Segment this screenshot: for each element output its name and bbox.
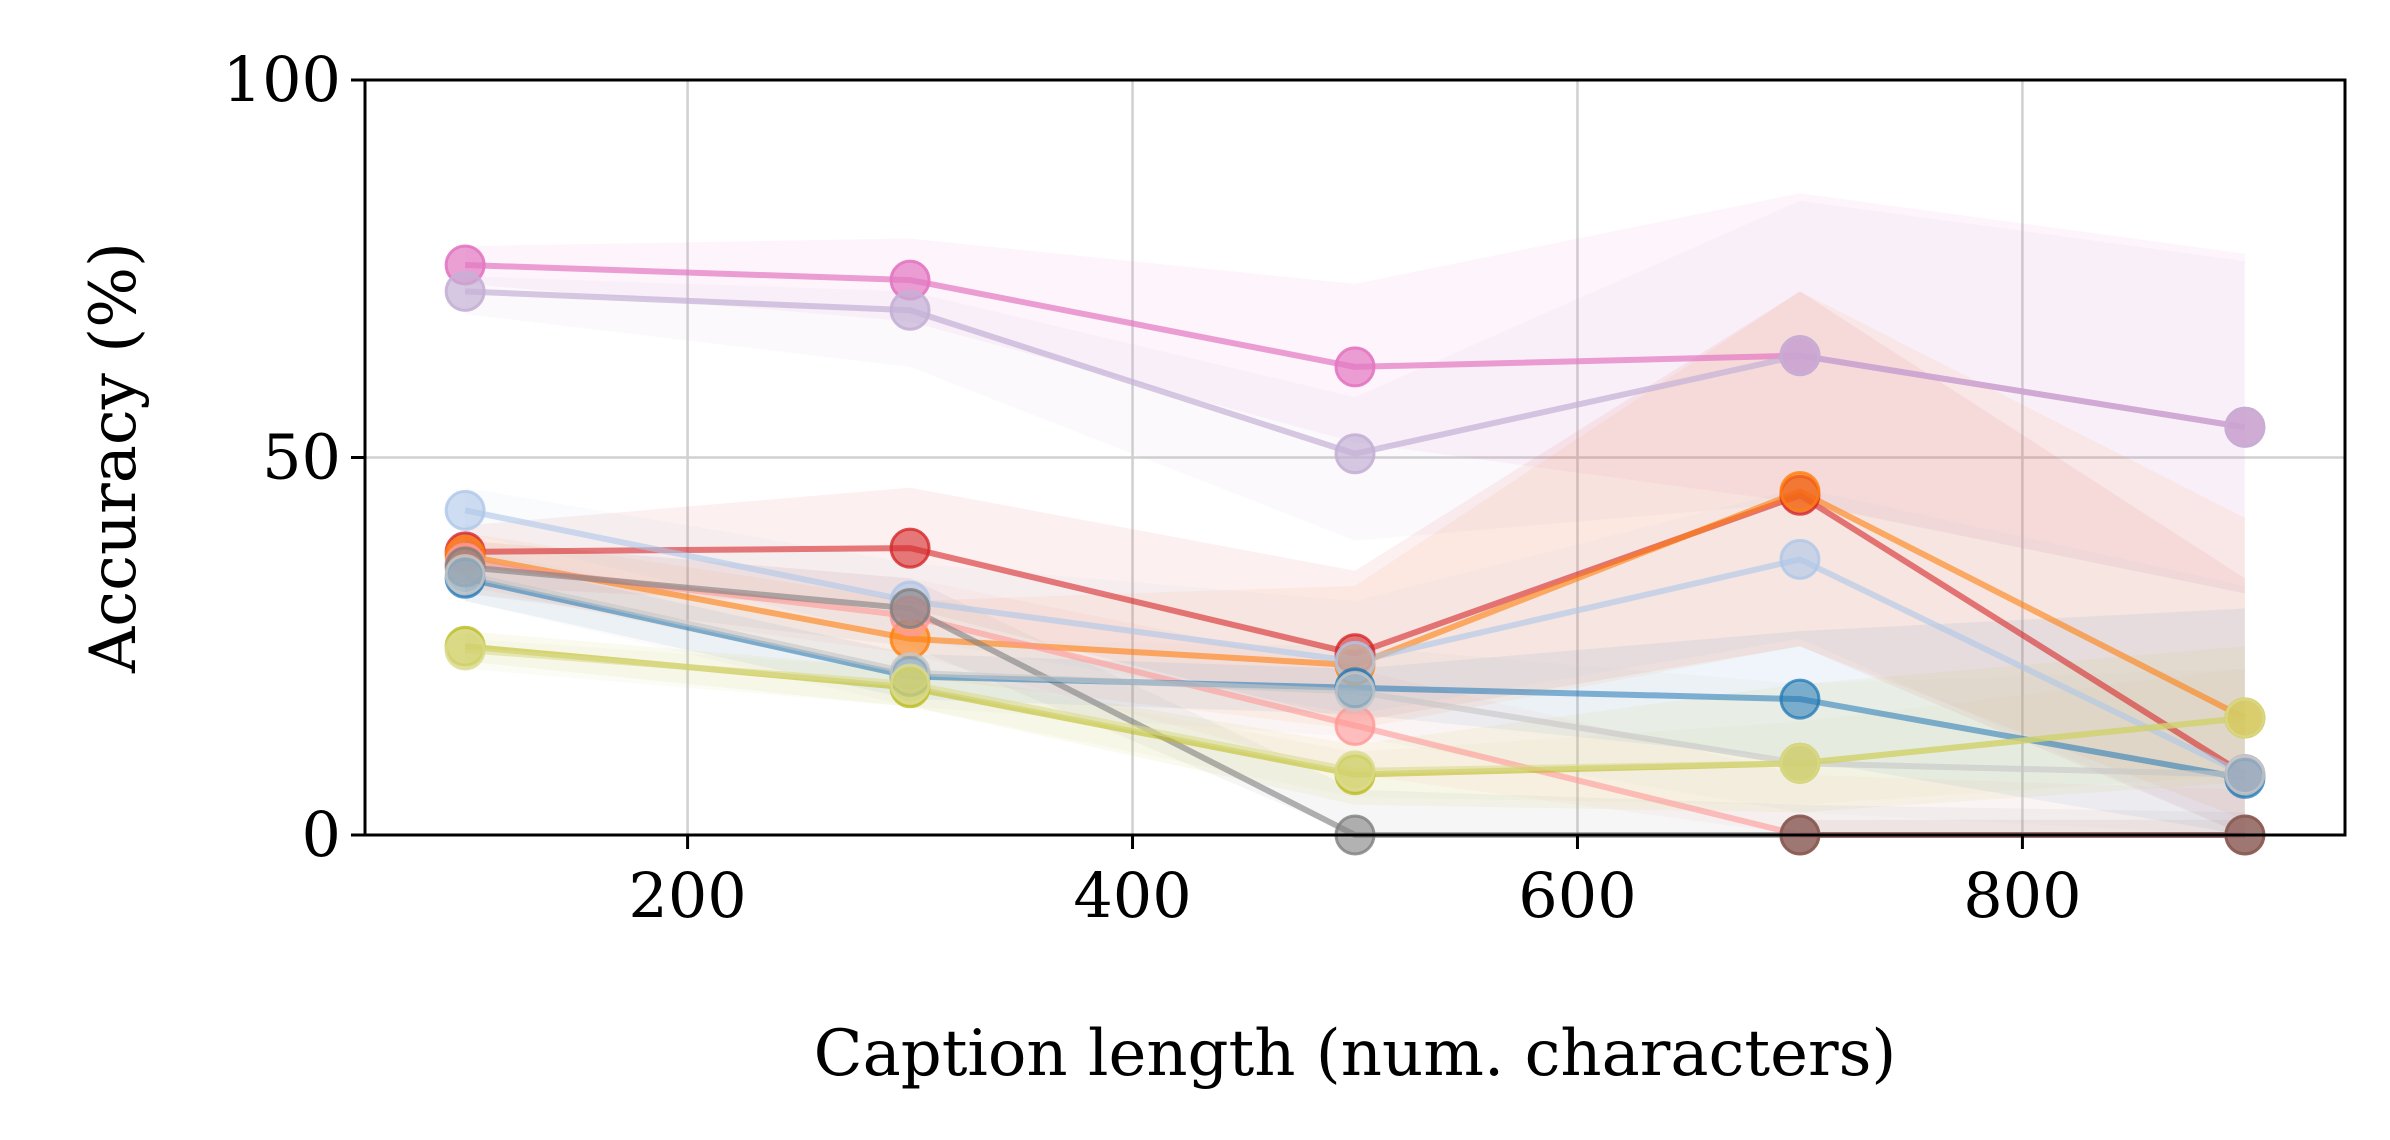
y-tick-label: 50: [262, 421, 341, 494]
x-tick-label: 200: [628, 859, 746, 932]
series-points: [444, 244, 2266, 856]
point-series-10: [1779, 742, 1821, 784]
point-series-1: [2224, 406, 2266, 448]
point-series-10: [1334, 750, 1376, 792]
x-tick-label: 400: [1073, 859, 1191, 932]
axis-ticks: 200 400 600 800 0 50 100: [223, 43, 2082, 932]
y-tick-label: 0: [302, 798, 341, 871]
x-tick-label: 600: [1518, 859, 1636, 932]
x-tick-label: 800: [1963, 859, 2081, 932]
point-series-1: [1334, 433, 1376, 475]
band-series-2: [465, 291, 2245, 835]
point-series-7: [1779, 678, 1821, 720]
point-series-1: [889, 289, 931, 331]
point-series-4: [1779, 538, 1821, 580]
point-series-4: [444, 489, 486, 531]
point-series-2: [889, 527, 931, 569]
point-series-6: [889, 588, 931, 629]
point-series-10: [444, 629, 486, 671]
y-axis-label: Accuracy (%): [77, 242, 151, 674]
point-series-8: [444, 554, 486, 596]
y-tick-label: 100: [223, 43, 341, 116]
band-series-3: [465, 291, 2245, 820]
point-series-10: [889, 663, 931, 705]
x-axis-label: Caption length (num. characters): [814, 1017, 1897, 1091]
point-series-10: [2224, 697, 2266, 739]
point-series-0: [1334, 346, 1376, 388]
point-series-3: [1779, 470, 1821, 512]
point-series-8: [2224, 754, 2266, 796]
band-series-11: [1799, 819, 2245, 835]
point-series-5: [1334, 705, 1376, 747]
point-series-1: [444, 270, 486, 312]
point-series-1: [1779, 335, 1821, 377]
point-series-8: [1334, 671, 1376, 713]
